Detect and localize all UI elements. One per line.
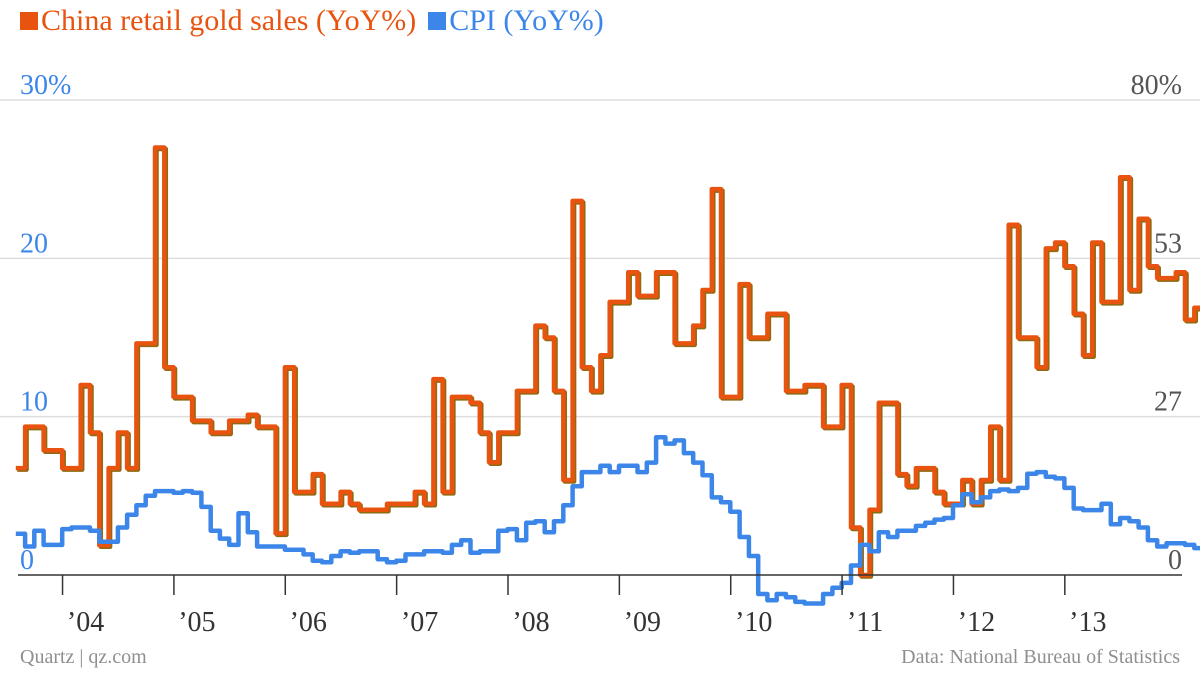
x-tick-label-1: ’05 (178, 607, 215, 638)
left-axis-label-1: 20 (20, 228, 48, 259)
source-credit: Quartz | qz.com (20, 646, 147, 668)
right-axis-label-2: 27 (1154, 387, 1182, 418)
legend-item-cpi: CPI (YoY%) (428, 4, 604, 38)
legend-item-gold: China retail gold sales (YoY%) (20, 4, 416, 38)
right-axis-label-3: 0 (1168, 545, 1182, 576)
cpi-legend-swatch (428, 12, 447, 30)
legend-cpi-label: CPI (YoY%) (449, 4, 604, 37)
legend: China retail gold sales (YoY%) CPI (YoY%… (20, 4, 604, 38)
data-source: Data: National Bureau of Statistics (901, 646, 1180, 668)
x-tick-label-7: ’11 (847, 607, 883, 638)
right-axis-label-1: 53 (1154, 228, 1182, 259)
x-tick-label-4: ’08 (512, 607, 549, 638)
x-tick-label-5: ’09 (624, 607, 661, 638)
left-axis-label-0: 30% (20, 70, 71, 101)
left-axis-label-2: 10 (20, 387, 48, 418)
x-tick-label-6: ’10 (735, 607, 772, 638)
x-tick-label-8: ’12 (958, 607, 995, 638)
x-tick-label-2: ’06 (290, 607, 327, 638)
x-tick-label-0: ’04 (67, 607, 104, 638)
series-line-cpi (15, 435, 1200, 606)
gold-legend-swatch (20, 12, 38, 30)
x-tick-label-9: ’13 (1069, 607, 1106, 638)
x-tick-label-3: ’07 (401, 607, 438, 638)
series-line-gold (15, 145, 1200, 578)
legend-gold-label: China retail gold sales (YoY%) (41, 4, 417, 37)
right-axis-label-0: 80% (1131, 70, 1182, 101)
left-axis-label-3: 0 (20, 545, 34, 576)
series-line-gold-shadow (17, 146, 1200, 579)
